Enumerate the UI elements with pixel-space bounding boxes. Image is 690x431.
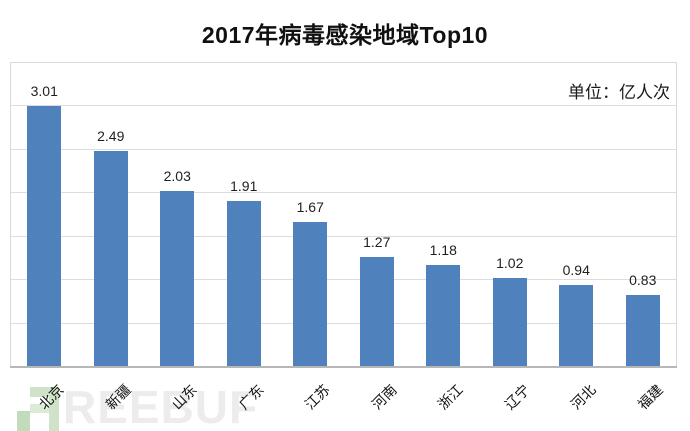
category-label: 福建: [634, 381, 666, 413]
freebuf-logo-part: [17, 411, 30, 431]
category-slot: 福建: [609, 367, 676, 431]
bar: [226, 201, 261, 367]
category-label: 广东: [235, 381, 267, 413]
gridline: [11, 279, 676, 281]
freebuf-logo-part: [30, 404, 49, 413]
bar: [492, 278, 527, 367]
gridline: [11, 322, 676, 324]
freebuf-logo-part: [30, 387, 49, 397]
plot-area: 3.01 2.49 2.03 1.91 1.67 1.27 1.18 1.02 0.94 0.83…: [10, 62, 677, 368]
category-label: 浙江: [434, 381, 466, 413]
bar-column: 1.18: [410, 63, 477, 367]
category-slot: 辽宁: [476, 367, 543, 431]
category-slot: 浙江: [409, 367, 476, 431]
bar-column: 2.49: [78, 63, 145, 367]
watermark: REEBUF: [17, 382, 258, 431]
value-label: 2.03: [163, 167, 191, 184]
category-label: 辽宁: [501, 381, 533, 413]
gridline: [11, 235, 676, 237]
bar: [27, 105, 62, 367]
unit-label: 单位：亿人次: [568, 83, 670, 102]
bar: [359, 256, 394, 367]
value-label: 1.67: [296, 198, 324, 215]
bar: [93, 150, 128, 367]
bar-column: 1.91: [211, 63, 278, 367]
freebuf-logo-icon: [17, 382, 59, 431]
category-labels: 北京 新疆 山东 广东 江苏 河南 浙江 辽宁 河北 福建: [10, 367, 675, 431]
value-label: 1.91: [230, 178, 258, 195]
watermark-text: REEBUF: [63, 381, 259, 431]
category-slot: 河南: [343, 367, 410, 431]
value-label: 1.18: [429, 241, 457, 258]
category-label: 北京: [35, 381, 67, 413]
bar-column: 0.83: [610, 63, 677, 367]
category-label: 山东: [168, 381, 200, 413]
bar: [559, 285, 594, 367]
bar: [625, 294, 660, 367]
category-label: 新疆: [102, 381, 134, 413]
category-label: 河北: [567, 381, 599, 413]
bar-column: 0.94: [543, 63, 610, 367]
bar: [426, 264, 461, 367]
chart-title: 2017年病毒感染地域Top10: [201, 22, 489, 48]
bar: [160, 190, 195, 367]
bar-column: 2.03: [144, 63, 211, 367]
category-label: 河南: [368, 381, 400, 413]
category-slot: 江苏: [276, 367, 343, 431]
value-label: 0.94: [562, 262, 590, 279]
value-label: 2.49: [97, 127, 125, 144]
bar-column: 1.02: [477, 63, 544, 367]
value-label: 3.01: [30, 82, 58, 99]
gridline: [11, 148, 676, 150]
x-axis-line: [10, 366, 677, 368]
category-label: 江苏: [301, 381, 333, 413]
category-slot: 北京: [10, 367, 77, 431]
bars: 3.01 2.49 2.03 1.91 1.67 1.27 1.18 1.02 0.94 0.83: [11, 63, 676, 367]
category-slot: 广东: [210, 367, 277, 431]
bar: [293, 221, 328, 367]
value-label: 1.02: [496, 255, 524, 272]
value-label: 1.27: [363, 233, 391, 250]
gridline: [11, 192, 676, 194]
bar-column: 1.27: [344, 63, 411, 367]
category-slot: 山东: [143, 367, 210, 431]
bar-column: 3.01: [11, 63, 78, 367]
value-label: 0.83: [629, 271, 657, 288]
category-slot: 河北: [542, 367, 609, 431]
category-slot: 新疆: [77, 367, 144, 431]
gridline: [11, 105, 676, 107]
freebuf-logo-part: [49, 387, 59, 431]
bar-column: 1.67: [277, 63, 344, 367]
